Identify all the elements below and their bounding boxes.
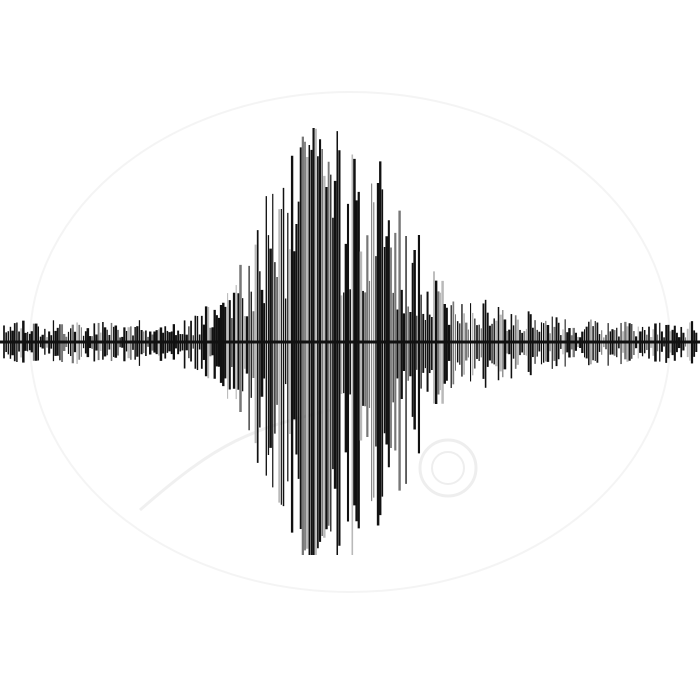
waveform-bars <box>3 128 698 555</box>
